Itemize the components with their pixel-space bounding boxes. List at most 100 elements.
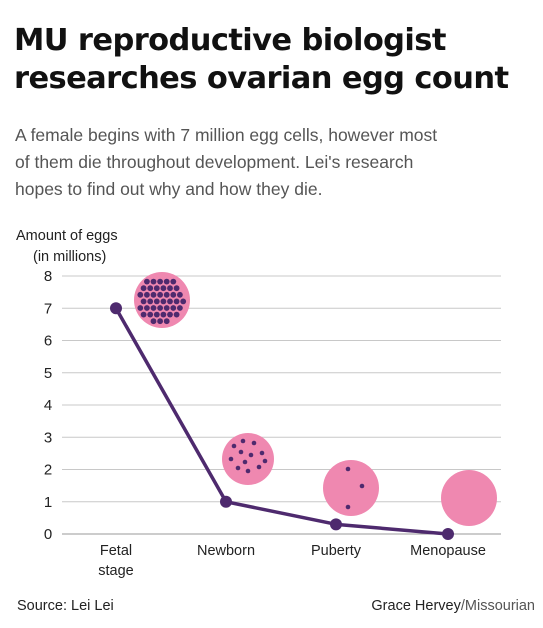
y-axis-label-line-2: (in millions) — [33, 249, 107, 265]
egg-dot — [147, 285, 154, 292]
egg-count-series — [110, 302, 454, 540]
egg-dot — [150, 278, 157, 285]
credit-line: Grace Hervey/Missourian — [371, 598, 535, 614]
title-line-2: researches ovarian egg count — [14, 61, 509, 96]
egg-dot — [170, 305, 177, 311]
egg-dot — [248, 452, 254, 458]
egg-dot — [251, 440, 257, 446]
egg-dot — [160, 285, 167, 292]
egg-dot — [157, 291, 164, 298]
egg-cells-dense-icon — [134, 272, 190, 328]
egg-circle — [441, 470, 497, 526]
x-tick-label: Menopause — [410, 543, 486, 559]
egg-dot — [262, 458, 268, 464]
egg-dot — [140, 311, 147, 318]
egg-dot — [137, 291, 144, 298]
data-point — [220, 495, 232, 508]
y-tick-label: 6 — [44, 333, 52, 350]
egg-dot — [167, 285, 173, 292]
egg-dot — [144, 291, 150, 298]
egg-dot — [359, 483, 365, 489]
data-point — [110, 302, 122, 315]
egg-dot — [160, 311, 167, 318]
series-line — [114, 306, 450, 536]
egg-cells-some-icon — [222, 433, 274, 485]
egg-dot — [228, 456, 234, 462]
egg-dot — [163, 305, 170, 311]
title-line-1: MU reproductive biologist — [14, 23, 446, 58]
egg-dot — [153, 311, 160, 318]
x-tick-label: Puberty — [311, 543, 362, 559]
data-point — [330, 518, 342, 531]
egg-dot — [256, 464, 262, 470]
egg-dot — [163, 278, 170, 285]
y-axis-label-line-1: Amount of eggs — [16, 228, 118, 244]
y-tick-label: 2 — [44, 462, 52, 479]
egg-dot — [167, 311, 173, 318]
egg-dot — [170, 278, 177, 285]
y-tick-label: 5 — [44, 365, 52, 382]
y-tick-labels: 0 1 2 3 4 5 6 7 8 — [44, 268, 52, 543]
egg-dot — [147, 311, 154, 318]
y-axis-label: Amount of eggs (in millions) — [16, 226, 118, 268]
egg-dot — [245, 468, 251, 474]
egg-dot — [170, 291, 177, 298]
credit-org: /Missourian — [460, 598, 535, 614]
x-tick-label: stage — [98, 563, 133, 579]
chart-title: MU reproductive biologist researches ova… — [14, 22, 539, 98]
egg-dot — [167, 298, 173, 305]
egg-dot — [259, 450, 265, 456]
x-tick-label: Fetal — [100, 543, 132, 559]
egg-illustrations — [134, 272, 497, 526]
egg-dot — [147, 298, 154, 305]
y-tick-label: 0 — [44, 526, 52, 543]
egg-dot — [153, 298, 160, 305]
egg-dot — [177, 291, 183, 298]
y-tick-label: 8 — [44, 268, 52, 285]
egg-dot — [144, 305, 150, 311]
egg-dot — [177, 305, 183, 311]
subtitle-line-3: hopes to find out why and how they die. — [15, 179, 323, 199]
egg-dot — [150, 318, 157, 325]
egg-dot — [173, 285, 180, 292]
egg-dot — [235, 465, 241, 471]
x-tick-label: Newborn — [197, 543, 255, 559]
egg-dot — [160, 298, 167, 305]
y-tick-label: 3 — [44, 429, 52, 446]
egg-dot — [173, 311, 180, 318]
chart-subtitle: A female begins with 7 million egg cells… — [15, 122, 535, 203]
egg-dot — [231, 443, 237, 449]
egg-dot — [163, 291, 170, 298]
egg-dot — [140, 285, 147, 292]
egg-dot — [137, 305, 144, 311]
y-tick-label: 1 — [44, 494, 52, 511]
egg-dot — [240, 438, 246, 444]
egg-dot — [140, 298, 147, 305]
credit-name: Grace Hervey — [371, 598, 461, 614]
data-point — [442, 528, 454, 540]
egg-dot — [345, 466, 351, 472]
grid-lines — [62, 275, 501, 535]
egg-dot — [144, 278, 150, 285]
egg-dot — [153, 285, 160, 292]
subtitle-line-2: of them die throughout development. Lei'… — [15, 152, 414, 172]
egg-dot — [238, 449, 244, 455]
egg-dot — [157, 278, 164, 285]
egg-dot — [242, 459, 248, 465]
egg-dot — [150, 291, 157, 298]
y-tick-label: 4 — [44, 397, 52, 414]
egg-dot — [180, 298, 187, 305]
subtitle-line-1: A female begins with 7 million egg cells… — [15, 125, 438, 145]
egg-dot — [150, 305, 157, 311]
y-tick-label: 7 — [44, 300, 52, 317]
egg-dot — [163, 318, 170, 325]
source-note: Source: Lei Lei — [17, 598, 114, 614]
egg-dot — [345, 504, 351, 510]
egg-cells-few-icon — [323, 460, 379, 516]
egg-dot — [173, 298, 180, 305]
egg-dot — [157, 318, 164, 325]
egg-dot — [157, 305, 164, 311]
egg-cells-none-icon — [441, 470, 497, 526]
x-tick-labels: Fetal stage Newborn Puberty Menopause — [98, 543, 486, 579]
